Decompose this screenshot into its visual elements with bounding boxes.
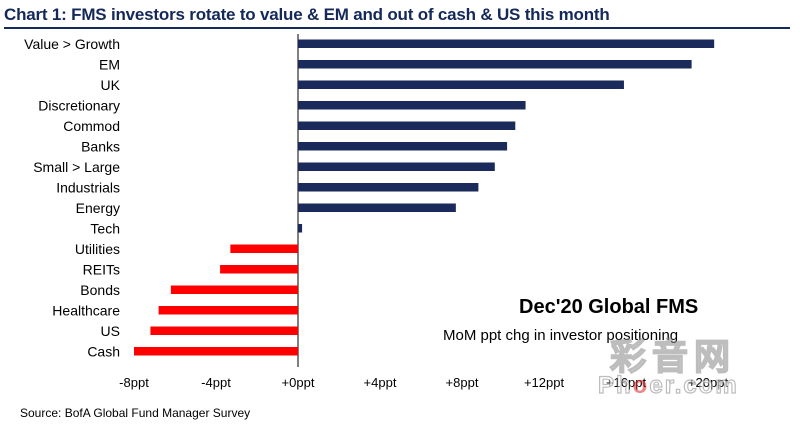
bar-us (150, 326, 298, 335)
category-label: Bonds (80, 282, 120, 298)
watermark-en: Phoer.com (597, 371, 739, 399)
bar-discretionary (298, 101, 526, 110)
category-label: Cash (87, 343, 120, 359)
bar-healthcare (158, 306, 298, 315)
bar-value-growth (298, 39, 715, 48)
bar-reits (220, 265, 298, 274)
category-label: Healthcare (52, 302, 120, 318)
category-label: Industrials (56, 179, 120, 195)
category-label: Commod (63, 118, 120, 134)
bar-small-large (298, 162, 495, 171)
category-label: REITs (83, 261, 120, 277)
bar-industrials (298, 183, 479, 192)
x-tick-label: -4ppt (201, 375, 231, 390)
annotation-title: Dec'20 Global FMS (519, 296, 699, 318)
category-label: Tech (90, 220, 120, 236)
category-label: Banks (81, 138, 120, 154)
category-label: Utilities (75, 241, 120, 257)
bar-chart: Value > Growth EM UK Discretionary Commod Ban… (24, 34, 729, 390)
bar-uk (298, 80, 624, 89)
watermark-logo: 彩音网 Phoer.com (592, 328, 772, 408)
bar-tech (298, 224, 303, 233)
category-label: EM (99, 56, 120, 72)
category-label: Discretionary (38, 97, 120, 113)
annotation-subtitle: MoM ppt chg in investor positioning (443, 327, 679, 344)
source-note: Source: BofA Global Fund Manager Survey (20, 406, 251, 420)
x-tick-label: -8ppt (119, 375, 149, 390)
x-tick-label: +12ppt (524, 375, 565, 390)
x-tick-label: +4ppt (364, 375, 397, 390)
bar-banks (298, 142, 508, 151)
bar-utilities (230, 244, 298, 253)
category-label: Energy (76, 200, 120, 216)
x-tick-label: +0ppt (282, 375, 315, 390)
bar-em (298, 60, 692, 69)
watermark-cn: 彩音网 (609, 335, 737, 378)
x-tick-label: +8ppt (446, 375, 479, 390)
category-label: US (101, 323, 120, 339)
x-tick-label: +20ppt (688, 375, 729, 390)
chart-title: Chart 1: FMS investors rotate to value &… (4, 2, 790, 29)
x-tick-label: +16ppt (606, 375, 647, 390)
bar-cash (134, 347, 298, 356)
category-label: Value > Growth (24, 36, 120, 52)
bar-energy (298, 203, 456, 212)
category-label: UK (101, 77, 121, 93)
bar-commod (298, 121, 516, 130)
category-label: Small > Large (33, 159, 120, 175)
bar-bonds (170, 285, 298, 294)
